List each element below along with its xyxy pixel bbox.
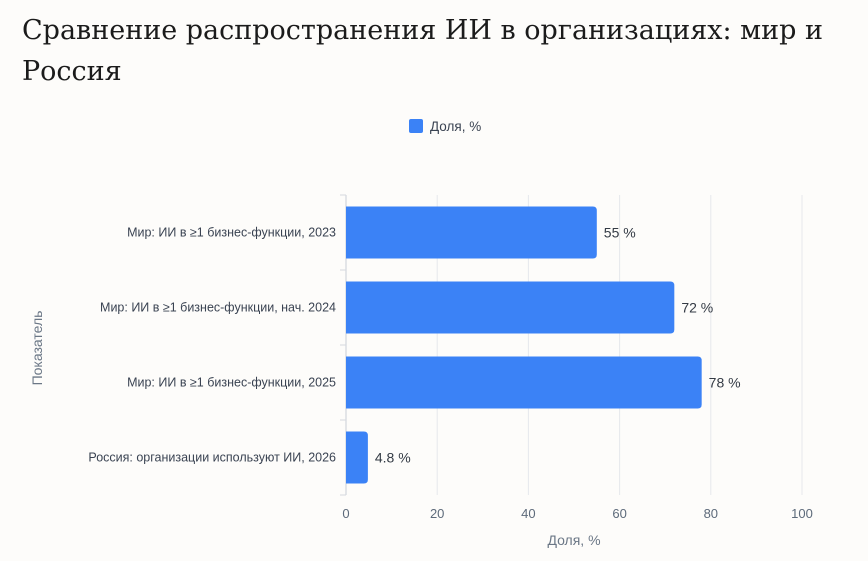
- y-axis-title: Показатель: [29, 311, 45, 386]
- page-title: Сравнение распространения ИИ в организац…: [22, 15, 824, 87]
- x-axis-title: Доля, %: [547, 532, 600, 548]
- x-tick-label: 60: [612, 506, 626, 521]
- x-tick-label: 20: [430, 506, 444, 521]
- bar: [346, 206, 597, 259]
- legend-swatch: [409, 119, 423, 133]
- x-tick-label: 80: [704, 506, 718, 521]
- bars: [346, 206, 702, 484]
- bar: [346, 431, 368, 484]
- bar: [346, 281, 675, 334]
- x-tick-label: 0: [342, 506, 349, 521]
- value-label: 4.8 %: [375, 450, 411, 466]
- category-labels: Мир: ИИ в ≥1 бизнес-функции, 2023 Мир: ИИ…: [88, 226, 336, 465]
- category-label: Мир: ИИ в ≥1 бизнес-функции, 2023: [127, 226, 336, 240]
- category-label: Россия: организации используют ИИ, 2026: [88, 451, 336, 465]
- category-label: Мир: ИИ в ≥1 бизнес-функции, нач. 2024: [100, 301, 336, 315]
- bar: [346, 356, 702, 409]
- value-label: 55 %: [604, 225, 636, 241]
- category-label: Мир: ИИ в ≥1 бизнес-функции, 2025: [127, 376, 336, 390]
- value-label: 78 %: [709, 375, 741, 391]
- x-tick-label: 40: [521, 506, 535, 521]
- x-tick-label: 100: [791, 506, 813, 521]
- x-tick-labels: 0 20 40 60 80 100: [342, 506, 812, 521]
- value-label: 72 %: [681, 300, 713, 316]
- value-labels: 55 % 72 % 78 % 4.8 %: [375, 225, 741, 466]
- legend-label: Доля, %: [430, 119, 481, 134]
- legend: Доля, %: [409, 119, 481, 134]
